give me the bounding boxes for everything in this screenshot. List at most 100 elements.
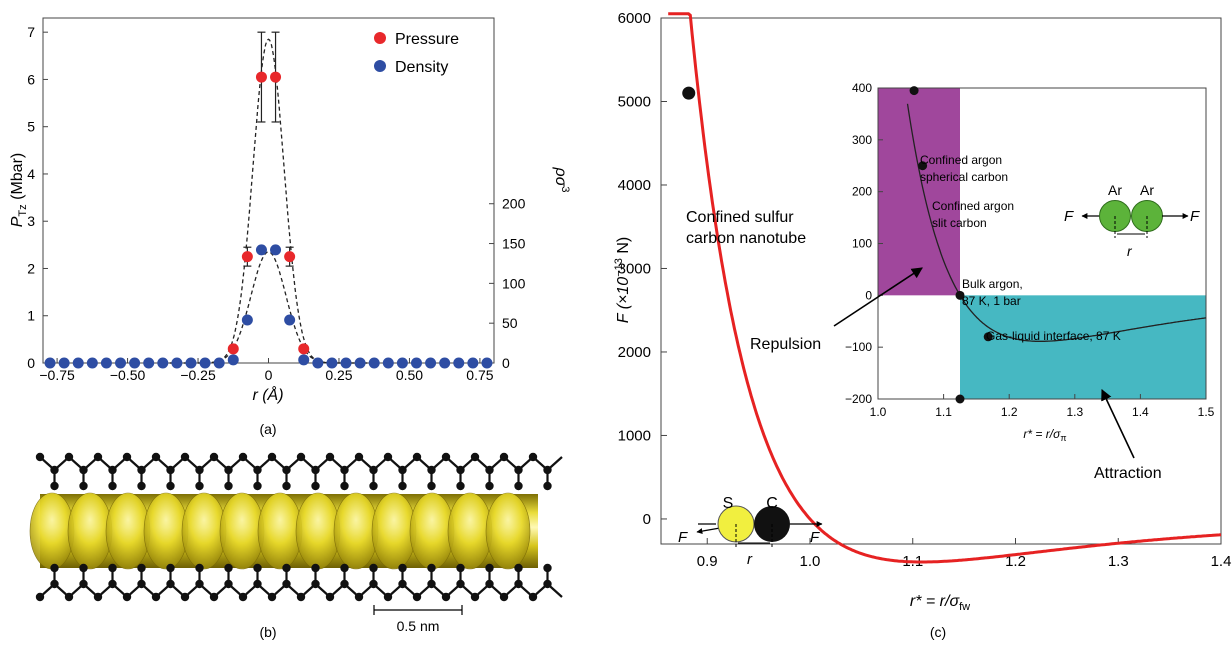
density-point [396, 357, 408, 369]
density-point [100, 357, 112, 369]
carbon-atom [485, 465, 494, 475]
x-tick-label: 1.4 [1211, 553, 1232, 570]
carbon-atom [108, 481, 117, 491]
carbon-atom [209, 452, 219, 462]
sulfur-segment [143, 492, 189, 570]
carbon-atom [311, 563, 320, 573]
confined-sulfur-label-line2: carbon nanotube [686, 230, 806, 247]
inset-x-tick-label: 1.4 [1132, 405, 1149, 419]
y-tick-label: 0 [27, 355, 35, 371]
carbon-atom [427, 563, 436, 573]
carbon-atom [238, 452, 248, 462]
inset-y-tick-label: 100 [852, 237, 872, 251]
carbon-atom [224, 481, 233, 491]
density-point [298, 354, 310, 366]
inset-force-curve [906, 103, 1207, 342]
carbon-atom [108, 465, 117, 475]
y-tick-label: 4 [27, 166, 35, 182]
carbon-atom [369, 579, 378, 589]
carbon-atom [398, 579, 407, 589]
carbon-atom [398, 563, 407, 573]
density-point [255, 244, 267, 256]
panel-c-x-label: r* = r/σfw [910, 593, 970, 613]
carbon-atom [311, 465, 320, 475]
inset-y-tick-label: −100 [845, 340, 872, 354]
density-point [425, 357, 437, 369]
carbon-atom [64, 452, 74, 462]
legend-pressure-marker [374, 32, 386, 44]
carbon-atom [369, 481, 378, 491]
carbon-atom [412, 452, 422, 462]
carbon-atom [340, 563, 349, 573]
panel-c-x-ticks: 0.9 1.0 1.1 1.2 1.3 1.4 [697, 538, 1232, 570]
carbon-atom [209, 592, 219, 602]
sulfur-segment [447, 492, 493, 570]
y-tick-label: 4000 [618, 177, 651, 194]
carbon-atom [195, 579, 204, 589]
carbon-atom [427, 481, 436, 491]
carbon-atom [412, 592, 422, 602]
inset-point [918, 161, 928, 171]
confined-sulfur-point [682, 86, 696, 100]
carbon-atom [340, 465, 349, 475]
carbon-atom [514, 563, 523, 573]
density-point [241, 314, 253, 326]
x-tick-label: 1.3 [1108, 553, 1129, 570]
carbon-atom [137, 481, 146, 491]
carbon-atom [543, 481, 552, 491]
inset-x-tick-label: 1.2 [1001, 405, 1018, 419]
carbon-atom [195, 563, 204, 573]
y-tick-label: 1000 [618, 427, 651, 444]
carbon-atom [180, 452, 190, 462]
carbon-atom [485, 563, 494, 573]
density-point [199, 357, 211, 369]
inset-y-tick-label: −200 [845, 392, 872, 406]
carbon-atom [514, 481, 523, 491]
x-tick-label: −0.50 [110, 367, 146, 383]
carbon-atom [151, 452, 161, 462]
carbon-atom [224, 465, 233, 475]
carbon-atom [267, 452, 277, 462]
y-tick-label: 6000 [618, 10, 651, 27]
panel-a-right-y-label: ρσ3 [552, 167, 571, 193]
pressure-point [284, 251, 296, 263]
repulsion-region [878, 88, 960, 296]
carbon-atom [543, 579, 552, 589]
carbon-atom [166, 481, 175, 491]
attraction-arrow [1101, 388, 1135, 459]
density-point [129, 357, 141, 369]
force-symbol-left: F [678, 529, 688, 546]
right-y-tick-label: 50 [502, 315, 518, 331]
density-point [213, 357, 225, 369]
x-tick-label: −0.25 [180, 367, 216, 383]
inset-y-tick-label: 300 [852, 133, 872, 147]
x-tick-label: 0 [265, 367, 273, 383]
density-point [270, 244, 282, 256]
inset-y-ticks: −200 −100 0 100 200 300 400 [845, 81, 883, 406]
carbon-atom [296, 452, 306, 462]
argon-symbol-right: Ar [1140, 182, 1154, 198]
carbon-atom [528, 592, 538, 602]
inset-x-tick-label: 1.1 [935, 405, 952, 419]
sulfur-segments [29, 492, 531, 570]
density-point [368, 357, 380, 369]
sulfur-segment [409, 492, 455, 570]
carbon-atom [137, 579, 146, 589]
repulsion-label: Repulsion [750, 336, 821, 353]
scale-bar-label: 0.5 nm [397, 618, 440, 634]
carbon-atom [282, 563, 291, 573]
pressure-point [270, 71, 282, 83]
panel-c-y-ticks: 0 1000 2000 3000 4000 5000 6000 [618, 10, 667, 528]
carbon-atom [398, 465, 407, 475]
panel-c-label: (c) [930, 624, 946, 640]
panel-a-chart: −0.75 −0.50 −0.25 0 0.25 0.50 0.75 0 1 2 3 4 5 6 7 0 5… [9, 17, 571, 437]
carbon-atom [354, 452, 364, 462]
carbon-symbol: C [766, 495, 778, 512]
inset-point [955, 290, 965, 300]
carbon-atom [93, 592, 103, 602]
carbon-atom [369, 465, 378, 475]
inset-label-spherical-1: Confined argon [920, 153, 1002, 167]
carbon-atom [137, 563, 146, 573]
carbon-atom [282, 481, 291, 491]
density-point [143, 357, 155, 369]
